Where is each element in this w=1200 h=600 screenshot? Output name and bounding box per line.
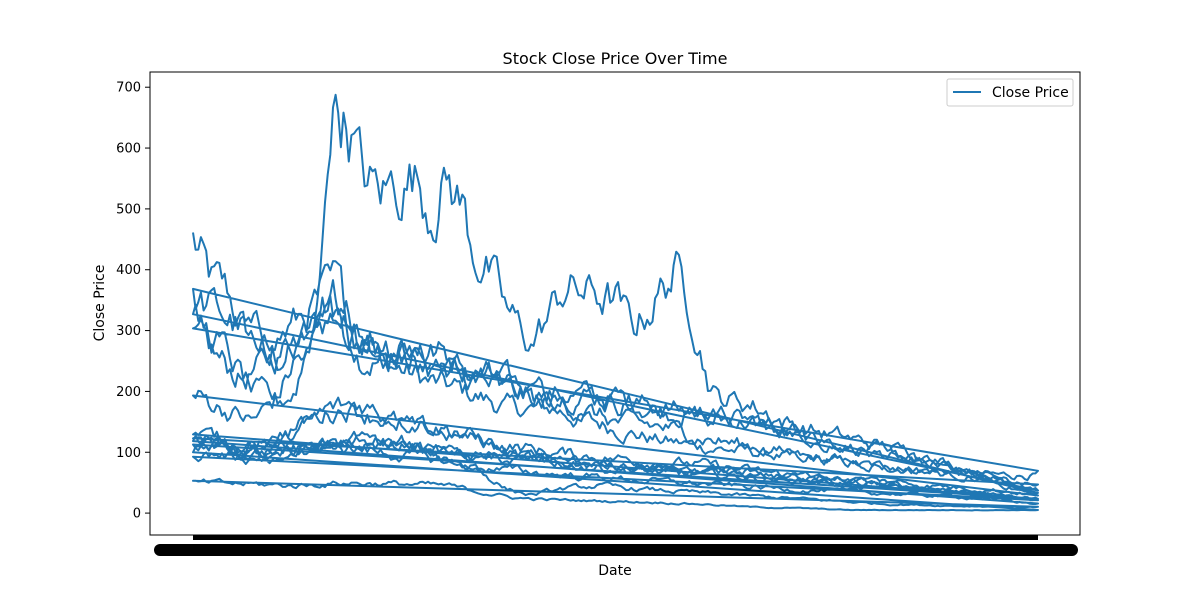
x-tick-labels bbox=[154, 544, 1078, 556]
series-group bbox=[192, 93, 1039, 512]
y-axis-label: Close Price bbox=[92, 265, 108, 342]
legend-box bbox=[946, 78, 1074, 107]
close-price-series-line bbox=[192, 93, 1039, 512]
y-tick-label: 300 bbox=[116, 324, 141, 339]
x-tick-marks bbox=[193, 535, 1038, 540]
y-tick-label: 500 bbox=[116, 202, 141, 217]
chart-title: Stock Close Price Over Time bbox=[503, 49, 728, 68]
y-tick-label: 400 bbox=[116, 263, 141, 278]
x-axis bbox=[154, 535, 1078, 556]
y-tick-label: 700 bbox=[116, 81, 141, 96]
y-tick-label: 100 bbox=[116, 446, 141, 461]
y-tick-label: 0 bbox=[133, 507, 141, 522]
x-axis-label: Date bbox=[598, 563, 631, 579]
y-tick-label: 600 bbox=[116, 142, 141, 157]
plot-area bbox=[150, 72, 1080, 535]
y-tick-label: 200 bbox=[116, 385, 141, 400]
legend: Close Price bbox=[946, 78, 1074, 107]
legend-label: Close Price bbox=[992, 85, 1069, 101]
y-axis: 0 100 200 300 400 500 600 700 bbox=[116, 81, 150, 522]
